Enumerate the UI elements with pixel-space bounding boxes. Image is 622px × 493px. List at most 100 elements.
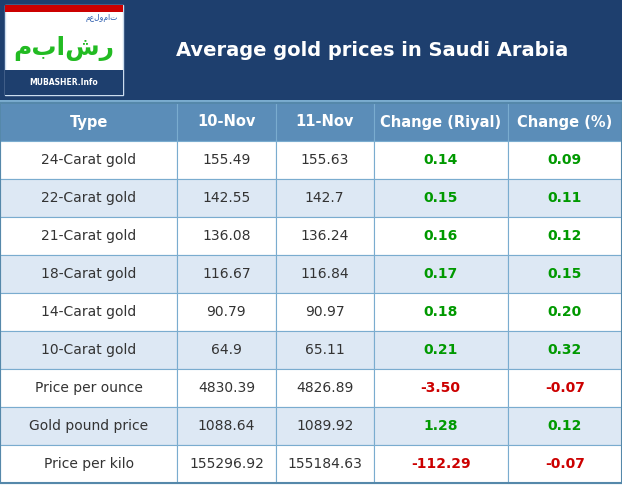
- Text: Price per ounce: Price per ounce: [35, 381, 142, 395]
- Bar: [508, 445, 622, 483]
- Text: Change (Riyal): Change (Riyal): [380, 114, 501, 130]
- Text: 11-Nov: 11-Nov: [295, 114, 354, 130]
- Bar: [374, 407, 508, 445]
- Bar: [508, 179, 622, 217]
- Text: 90.97: 90.97: [305, 305, 345, 319]
- Bar: [177, 293, 276, 331]
- Text: 136.24: 136.24: [300, 229, 349, 243]
- Text: 4830.39: 4830.39: [198, 381, 255, 395]
- Text: 116.84: 116.84: [300, 267, 349, 281]
- Bar: [0, 369, 177, 407]
- Bar: [0, 217, 177, 255]
- Bar: [0, 255, 177, 293]
- Text: 1.28: 1.28: [424, 419, 458, 433]
- Text: 0.12: 0.12: [547, 229, 582, 243]
- Text: 1088.64: 1088.64: [198, 419, 255, 433]
- Bar: [508, 217, 622, 255]
- Text: 0.20: 0.20: [547, 305, 582, 319]
- Text: 155184.63: 155184.63: [287, 457, 362, 471]
- Text: -0.07: -0.07: [545, 457, 585, 471]
- Bar: [276, 369, 374, 407]
- Bar: [276, 141, 374, 179]
- Text: 155.63: 155.63: [300, 153, 349, 167]
- Bar: [276, 103, 374, 141]
- Bar: [177, 255, 276, 293]
- Text: 10-Carat gold: 10-Carat gold: [41, 343, 136, 357]
- Text: 10-Nov: 10-Nov: [197, 114, 256, 130]
- Bar: [0, 0, 622, 100]
- Bar: [508, 331, 622, 369]
- Bar: [276, 293, 374, 331]
- Bar: [177, 179, 276, 217]
- Bar: [0, 407, 177, 445]
- Bar: [177, 445, 276, 483]
- Text: 116.67: 116.67: [202, 267, 251, 281]
- Bar: [0, 331, 177, 369]
- Bar: [177, 331, 276, 369]
- Bar: [374, 369, 508, 407]
- Text: 155296.92: 155296.92: [189, 457, 264, 471]
- Bar: [0, 141, 177, 179]
- Bar: [508, 293, 622, 331]
- Text: 64.9: 64.9: [211, 343, 242, 357]
- Bar: [374, 103, 508, 141]
- Text: 0.14: 0.14: [424, 153, 458, 167]
- Text: 0.32: 0.32: [547, 343, 582, 357]
- Bar: [0, 445, 177, 483]
- Text: 0.12: 0.12: [547, 419, 582, 433]
- Bar: [177, 407, 276, 445]
- Bar: [177, 369, 276, 407]
- Text: 0.16: 0.16: [424, 229, 458, 243]
- Bar: [0, 100, 622, 103]
- Text: 18-Carat gold: 18-Carat gold: [41, 267, 136, 281]
- Bar: [508, 255, 622, 293]
- Bar: [374, 293, 508, 331]
- Bar: [508, 103, 622, 141]
- Bar: [374, 217, 508, 255]
- Text: 0.11: 0.11: [547, 191, 582, 205]
- Bar: [374, 179, 508, 217]
- Bar: [177, 103, 276, 141]
- Text: معلومات: معلومات: [86, 13, 118, 22]
- Bar: [508, 407, 622, 445]
- Text: 142.7: 142.7: [305, 191, 345, 205]
- Text: Gold pound price: Gold pound price: [29, 419, 148, 433]
- Text: -3.50: -3.50: [420, 381, 461, 395]
- Bar: [508, 369, 622, 407]
- Bar: [276, 331, 374, 369]
- Text: -112.29: -112.29: [411, 457, 470, 471]
- Bar: [374, 331, 508, 369]
- Bar: [0, 103, 622, 483]
- Text: Average gold prices in Saudi Arabia: Average gold prices in Saudi Arabia: [177, 40, 569, 60]
- Bar: [177, 141, 276, 179]
- Text: 155.49: 155.49: [202, 153, 251, 167]
- Text: 136.08: 136.08: [202, 229, 251, 243]
- Bar: [0, 293, 177, 331]
- Bar: [508, 141, 622, 179]
- Text: 0.15: 0.15: [424, 191, 458, 205]
- Bar: [276, 179, 374, 217]
- Text: 0.09: 0.09: [548, 153, 582, 167]
- Text: 1089.92: 1089.92: [296, 419, 353, 433]
- Text: Price per kilo: Price per kilo: [44, 457, 134, 471]
- Text: 0.17: 0.17: [424, 267, 458, 281]
- Text: 24-Carat gold: 24-Carat gold: [41, 153, 136, 167]
- Text: مباشر: مباشر: [14, 35, 114, 61]
- Text: 142.55: 142.55: [202, 191, 251, 205]
- Bar: [276, 407, 374, 445]
- Bar: [276, 445, 374, 483]
- Bar: [276, 255, 374, 293]
- Text: Type: Type: [70, 114, 108, 130]
- Bar: [177, 217, 276, 255]
- Text: 0.18: 0.18: [424, 305, 458, 319]
- Bar: [5, 5, 123, 95]
- Text: 0.21: 0.21: [424, 343, 458, 357]
- Text: 21-Carat gold: 21-Carat gold: [41, 229, 136, 243]
- Text: 4826.89: 4826.89: [296, 381, 353, 395]
- Text: Change (%): Change (%): [517, 114, 613, 130]
- Bar: [374, 445, 508, 483]
- Bar: [374, 255, 508, 293]
- Bar: [276, 217, 374, 255]
- Text: 90.79: 90.79: [207, 305, 246, 319]
- Text: 65.11: 65.11: [305, 343, 345, 357]
